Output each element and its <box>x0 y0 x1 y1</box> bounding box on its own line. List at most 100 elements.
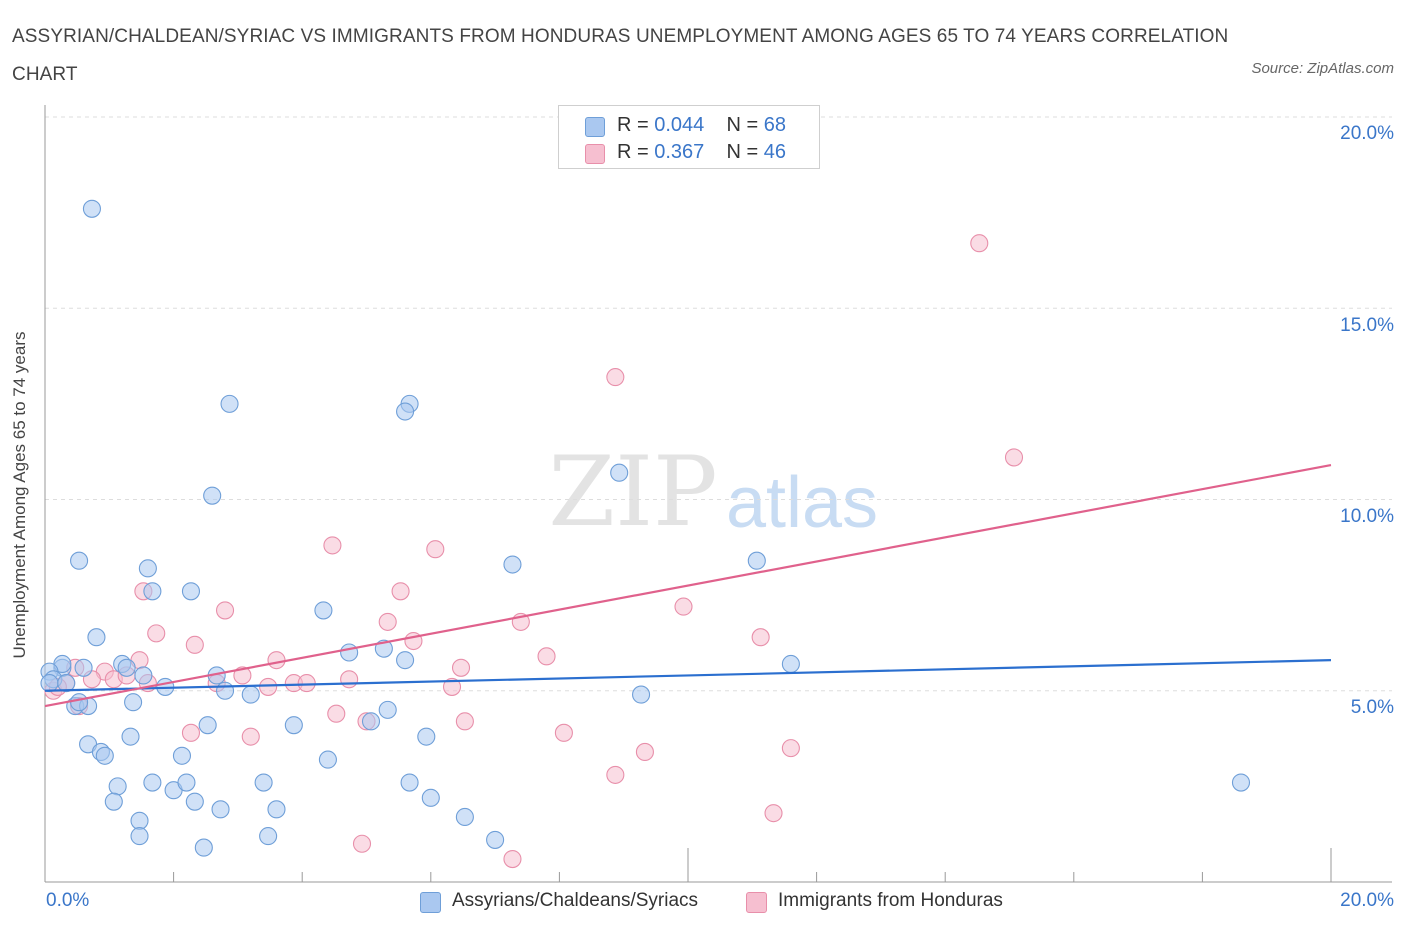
assyrian-point <box>181 582 201 601</box>
honduras-point <box>147 624 166 643</box>
watermark-atlas: atlas <box>726 463 878 543</box>
honduras-point <box>327 704 346 723</box>
honduras-point <box>606 368 625 387</box>
legend-r-label: R = <box>617 141 649 163</box>
assyrian-point <box>340 643 359 662</box>
assyrian-point <box>241 685 260 704</box>
assyrian-point <box>121 727 140 746</box>
assyrian-point <box>259 827 278 846</box>
honduras-point <box>297 674 316 693</box>
legend-label-honduras: Immigrants from Honduras <box>778 890 1003 911</box>
honduras-point <box>781 739 800 758</box>
assyrian-point <box>396 402 415 421</box>
honduras-point <box>970 234 989 253</box>
assyrian-point <box>143 582 162 601</box>
assyrian-point <box>503 555 522 574</box>
assyrian-point <box>104 792 123 811</box>
honduras-point <box>537 647 556 666</box>
assyrian-point <box>70 551 89 570</box>
assyrian-point <box>124 693 143 712</box>
assyrian-point <box>215 681 235 700</box>
watermark-zip: ZIP <box>548 436 717 548</box>
assyrian-point <box>198 716 217 735</box>
assyrian-point <box>318 750 337 769</box>
assyrian-point <box>378 700 397 719</box>
legend-n-value: 46 <box>763 141 787 163</box>
x-tick-label-max: 20.0% <box>1340 890 1394 911</box>
legend-swatch-pink <box>746 892 767 913</box>
legend-swatch-blue <box>585 117 605 137</box>
honduras-point <box>451 658 471 677</box>
assyrian-point <box>185 792 204 811</box>
honduras-trend-line <box>44 463 1332 708</box>
assyrian-point <box>117 658 136 677</box>
assyrian-point <box>417 727 436 746</box>
assyrian-point <box>220 394 239 413</box>
honduras-point <box>323 536 342 555</box>
legend-n-label: N = <box>726 114 759 136</box>
honduras-point <box>635 742 654 762</box>
legend-swatch-blue <box>420 892 441 913</box>
assyrian-point <box>177 773 196 792</box>
correlation-legend: R = 0.044 N = 68 R = 0.367 N = 46 <box>558 105 820 169</box>
honduras-point <box>340 670 359 689</box>
assyrian-point <box>138 559 157 578</box>
legend-r-label: R = <box>617 114 649 136</box>
watermark: ZIP atlas <box>548 436 878 548</box>
assyrian-trend-line <box>44 659 1332 692</box>
assyrian-point <box>254 773 273 792</box>
legend-label-assyrian: Assyrians/Chaldeans/Syriacs <box>452 890 699 911</box>
honduras-point <box>554 723 573 742</box>
honduras-point <box>267 651 286 670</box>
y-tick-label-20: 20.0% <box>1340 123 1394 144</box>
assyrian-point <box>632 685 651 704</box>
honduras-point <box>426 540 445 559</box>
y-tick-label-10: 10.0% <box>1340 506 1394 527</box>
legend-n-label: N = <box>726 141 759 163</box>
honduras-point <box>442 677 462 696</box>
assyrian-point <box>421 788 440 807</box>
assyrian-point <box>610 463 629 482</box>
honduras-point <box>259 677 278 696</box>
honduras-point <box>455 712 474 731</box>
assyrian-point <box>82 199 101 218</box>
assyrian-point <box>95 746 114 765</box>
legend-swatch-pink <box>585 144 605 164</box>
honduras-point <box>233 666 252 685</box>
assyrian-point <box>314 601 333 620</box>
assyrian-point <box>486 830 505 849</box>
honduras-point <box>185 635 204 654</box>
assyrian-point <box>747 551 766 570</box>
assyrian-point <box>40 674 59 693</box>
assyrian-point <box>396 651 415 670</box>
assyrian-point <box>108 777 127 796</box>
y-tick-label-5: 5.0% <box>1350 697 1394 718</box>
assyrian-point <box>87 628 106 647</box>
honduras-point <box>215 601 235 620</box>
honduras-point <box>751 628 770 647</box>
legend-n-value: 68 <box>763 114 787 136</box>
assyrian-point <box>134 666 153 685</box>
chart-source: Source: ZipAtlas.com <box>1251 60 1394 77</box>
assyrian-point <box>57 674 76 693</box>
honduras-point <box>391 582 410 601</box>
assyrian-point <box>455 807 474 827</box>
assyrian-point <box>70 693 89 712</box>
honduras-point <box>241 727 260 746</box>
assyrian-point <box>284 716 303 735</box>
assyrian-point <box>1231 773 1251 792</box>
honduras-point <box>181 723 201 742</box>
honduras-point <box>674 597 693 616</box>
axes <box>44 105 1392 883</box>
honduras-point <box>764 804 783 823</box>
assyrian-point <box>143 773 162 792</box>
legend-r-value: 0.367 <box>654 141 705 163</box>
honduras-point <box>378 612 397 631</box>
x-tick-label-min: 0.0% <box>46 890 90 911</box>
assyrian-point <box>211 800 230 819</box>
assyrian-point <box>172 746 192 765</box>
assyrian-point <box>130 827 149 846</box>
trend-lines <box>44 463 1332 708</box>
assyrian-point <box>267 800 286 819</box>
